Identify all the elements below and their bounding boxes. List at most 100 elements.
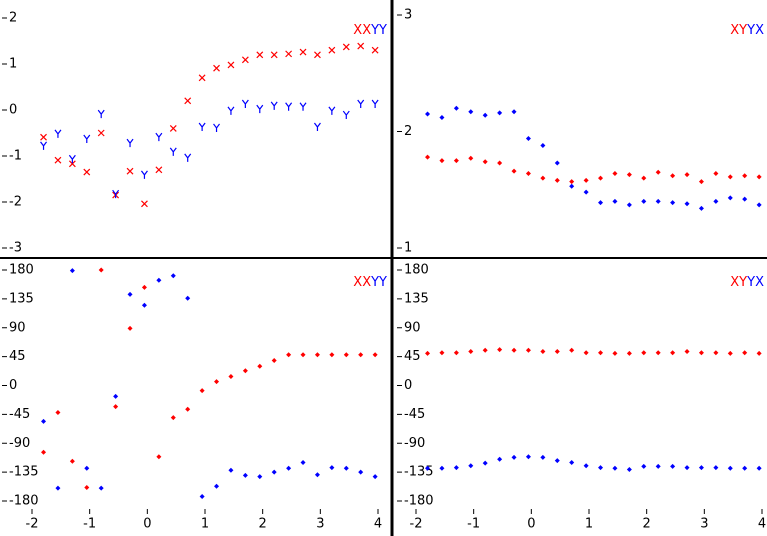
marker-diamond bbox=[684, 465, 690, 471]
marker-diamond bbox=[684, 201, 690, 207]
marker-diamond bbox=[727, 174, 733, 180]
point bbox=[256, 104, 264, 114]
point bbox=[286, 352, 292, 358]
marker-diamond bbox=[41, 449, 47, 455]
marker-diamond bbox=[84, 485, 90, 491]
point bbox=[641, 463, 647, 469]
point bbox=[140, 170, 148, 179]
marker-diamond bbox=[358, 352, 364, 358]
marker-diamond bbox=[141, 302, 147, 308]
marker-diamond bbox=[569, 347, 575, 353]
y-tick-label: -2 bbox=[9, 195, 22, 210]
point bbox=[97, 109, 105, 119]
marker-diamond bbox=[511, 454, 517, 460]
point bbox=[185, 406, 191, 412]
marker-y bbox=[270, 101, 278, 110]
marker-diamond bbox=[756, 465, 762, 471]
marker-diamond bbox=[569, 460, 575, 465]
legend: XXYY bbox=[353, 23, 387, 38]
point bbox=[199, 494, 205, 500]
marker-diamond bbox=[453, 158, 459, 164]
point bbox=[655, 198, 661, 204]
marker-x bbox=[227, 61, 235, 69]
marker-diamond bbox=[670, 200, 676, 206]
y-tick-label: -3 bbox=[9, 241, 22, 256]
point bbox=[756, 174, 762, 180]
marker-diamond bbox=[727, 350, 733, 356]
point bbox=[583, 350, 589, 356]
marker-diamond bbox=[583, 463, 589, 469]
marker-diamond bbox=[482, 347, 488, 353]
marker-y bbox=[285, 102, 293, 111]
point bbox=[698, 465, 704, 471]
point bbox=[670, 350, 676, 356]
point bbox=[127, 325, 133, 331]
marker-diamond bbox=[170, 273, 176, 279]
x-tick-label: 1 bbox=[585, 517, 593, 532]
marker-diamond bbox=[655, 463, 661, 469]
marker-diamond bbox=[98, 267, 104, 273]
marker-x bbox=[54, 156, 62, 164]
point bbox=[69, 268, 75, 274]
marker-diamond bbox=[569, 183, 575, 189]
marker-diamond bbox=[742, 350, 748, 356]
marker-diamond bbox=[756, 350, 762, 356]
marker-diamond bbox=[425, 465, 431, 471]
point bbox=[554, 348, 560, 354]
point bbox=[228, 374, 234, 380]
point bbox=[41, 449, 47, 455]
point bbox=[371, 99, 379, 109]
marker-y bbox=[198, 122, 206, 132]
marker-diamond bbox=[670, 350, 676, 356]
point bbox=[126, 138, 134, 148]
marker-diamond bbox=[497, 456, 503, 462]
marker-diamond bbox=[540, 454, 546, 460]
marker-diamond bbox=[185, 406, 191, 412]
point bbox=[583, 463, 589, 469]
marker-x bbox=[371, 46, 379, 54]
x-tick-label: 0 bbox=[143, 517, 151, 532]
point bbox=[357, 99, 365, 109]
point bbox=[328, 106, 336, 115]
marker-y bbox=[97, 109, 105, 119]
point bbox=[170, 415, 176, 421]
point bbox=[169, 124, 177, 132]
point bbox=[540, 348, 546, 354]
point bbox=[670, 463, 676, 469]
point bbox=[453, 105, 459, 111]
point bbox=[742, 196, 748, 202]
marker-diamond bbox=[511, 347, 517, 353]
point bbox=[300, 352, 306, 358]
y-tick-label: -45 bbox=[9, 407, 30, 422]
point bbox=[540, 175, 546, 181]
point bbox=[358, 469, 364, 475]
x-tick-label: 3 bbox=[700, 517, 708, 532]
marker-diamond bbox=[684, 172, 690, 178]
point bbox=[698, 350, 704, 356]
marker-diamond bbox=[84, 465, 90, 471]
marker-x bbox=[141, 200, 148, 208]
point bbox=[83, 168, 91, 176]
marker-x bbox=[169, 124, 177, 132]
point bbox=[55, 485, 61, 491]
x-tick-label: 4 bbox=[374, 517, 382, 532]
marker-y bbox=[83, 134, 91, 143]
point bbox=[641, 198, 647, 204]
y-tick-label: 180 bbox=[9, 263, 34, 278]
marker-y bbox=[299, 102, 307, 111]
marker-diamond bbox=[670, 173, 676, 179]
point bbox=[612, 170, 618, 176]
point bbox=[199, 388, 205, 394]
x-tick-label: 4 bbox=[758, 517, 766, 532]
legend-entry: YY bbox=[370, 275, 387, 290]
point bbox=[713, 465, 719, 471]
marker-diamond bbox=[583, 350, 589, 356]
marker-y bbox=[140, 170, 148, 179]
point bbox=[156, 277, 162, 283]
point bbox=[425, 154, 431, 160]
marker-diamond bbox=[698, 350, 704, 356]
marker-y bbox=[213, 123, 221, 132]
marker-y bbox=[126, 138, 134, 148]
marker-diamond bbox=[156, 454, 162, 460]
point bbox=[439, 350, 445, 356]
